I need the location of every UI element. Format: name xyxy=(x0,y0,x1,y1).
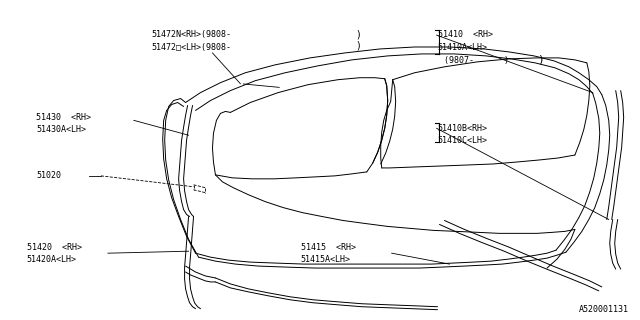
Text: A520001131: A520001131 xyxy=(579,305,629,314)
Text: 51410  <RH>: 51410 <RH> xyxy=(438,30,493,39)
Text: 51410C<LH>: 51410C<LH> xyxy=(438,136,488,146)
Text: 51020: 51020 xyxy=(36,172,61,180)
Text: 51410A<LH>: 51410A<LH> xyxy=(438,43,488,52)
Text: 51415  <RH>: 51415 <RH> xyxy=(301,243,356,252)
Text: 51410B<RH>: 51410B<RH> xyxy=(438,124,488,133)
Text: 51472N<RH>(9808-: 51472N<RH>(9808- xyxy=(151,30,231,39)
Text: ): ) xyxy=(355,29,361,39)
Text: 51430  <RH>: 51430 <RH> xyxy=(36,113,92,122)
Text: 51420  <RH>: 51420 <RH> xyxy=(27,243,82,252)
Text: ): ) xyxy=(537,55,543,65)
Text: 51472□<LH>(9808-: 51472□<LH>(9808- xyxy=(151,43,231,52)
Text: 51420A<LH>: 51420A<LH> xyxy=(27,255,77,264)
Text: 51430A<LH>: 51430A<LH> xyxy=(36,125,86,134)
Text: 51415A<LH>: 51415A<LH> xyxy=(301,255,351,264)
Text: (9807-      ): (9807- ) xyxy=(444,56,509,65)
Text: ): ) xyxy=(355,41,361,51)
